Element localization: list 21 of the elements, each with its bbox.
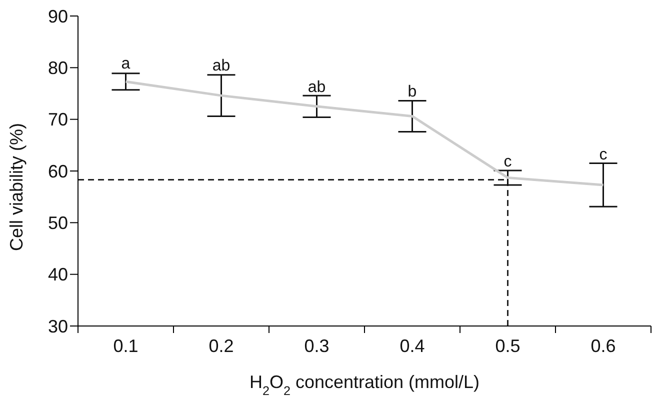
y-axis-title: Cell viability (%) xyxy=(6,122,26,251)
y-tick-label: 50 xyxy=(48,213,68,234)
y-tick-label: 70 xyxy=(48,110,68,130)
annotation: b xyxy=(408,84,417,101)
annotation: ab xyxy=(308,79,326,96)
annotation: a xyxy=(121,55,130,72)
y-tick-label: 60 xyxy=(48,161,68,182)
y-tick-label: 90 xyxy=(48,6,68,26)
x-tick-label: 0.3 xyxy=(304,336,330,356)
x-axis-title: H$_{2}$O$_{2}$ concentration (mmol/L) xyxy=(249,372,480,396)
x-tick-label: 0.1 xyxy=(113,336,138,356)
y-tick-label: 30 xyxy=(48,316,68,336)
annotation: ab xyxy=(212,57,230,74)
x-tick-label: 0.5 xyxy=(495,336,520,356)
x-tick-label: 0.4 xyxy=(400,336,425,356)
annotation: c xyxy=(599,146,608,164)
y-tick-label: 40 xyxy=(48,264,68,285)
x-tick-label: 0.6 xyxy=(590,336,616,356)
x-tick-label: 0.2 xyxy=(208,336,234,356)
y-tick-label: 80 xyxy=(48,58,68,78)
annotation: c xyxy=(504,153,512,170)
